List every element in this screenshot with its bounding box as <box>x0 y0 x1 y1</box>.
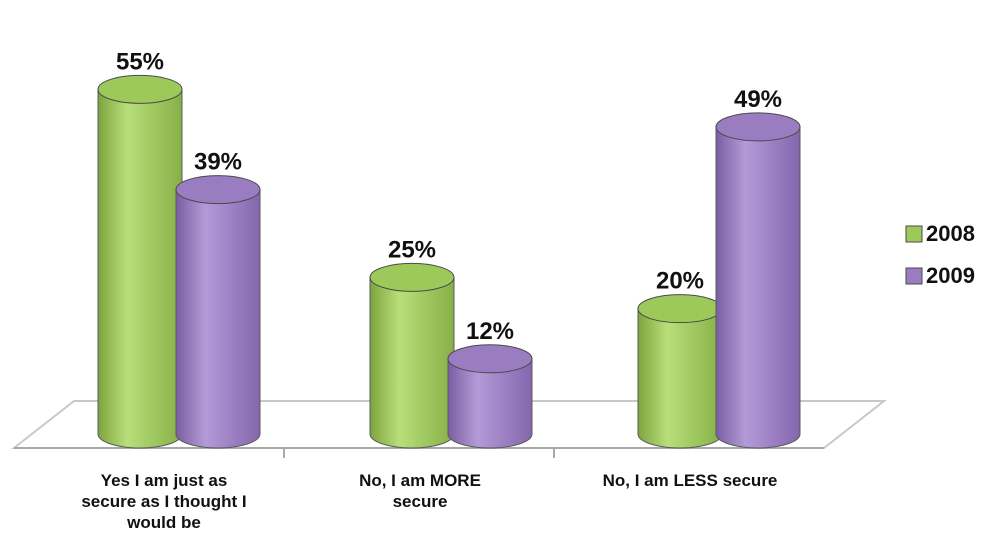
legend-swatch <box>905 267 923 285</box>
legend-label: 2008 <box>926 221 975 246</box>
bar-2008-2 <box>637 294 723 449</box>
bars <box>97 74 801 449</box>
bar-body <box>175 189 261 449</box>
legend-label: 2009 <box>926 263 975 288</box>
bar-2009-2 <box>715 112 801 449</box>
legend-item-2009: 2009 <box>905 263 975 288</box>
bar-2009-0 <box>175 175 261 449</box>
bar-top <box>97 74 183 104</box>
legend: 2008 2009 <box>905 221 975 288</box>
labels: 55% 25% 20% 39% 12% 49% Yes I am just as secure… <box>81 48 782 532</box>
bar-top <box>175 175 261 205</box>
category-label: No, I am LESS secure <box>603 471 778 490</box>
data-label: 25% <box>388 236 436 263</box>
data-label: 49% <box>734 86 782 113</box>
bar-body <box>715 126 801 449</box>
data-label: 55% <box>116 48 164 75</box>
bar-2008-1 <box>369 262 455 449</box>
bar-body <box>369 276 455 449</box>
data-label: 12% <box>466 318 514 345</box>
data-label: 20% <box>656 268 704 295</box>
legend-item-2008: 2008 <box>905 221 975 246</box>
bar-top <box>447 344 533 374</box>
bar-top <box>369 262 455 292</box>
bar-top <box>637 294 723 324</box>
bar-body <box>637 308 723 449</box>
data-label: 39% <box>194 149 242 176</box>
bar-2008-0 <box>97 74 183 449</box>
bar-top <box>715 112 801 142</box>
category-label: No, I am MORE secure <box>359 471 481 511</box>
bar-2009-1 <box>447 344 533 449</box>
legend-swatch <box>905 225 923 243</box>
bar-body <box>447 358 533 449</box>
bar-body <box>97 88 183 449</box>
